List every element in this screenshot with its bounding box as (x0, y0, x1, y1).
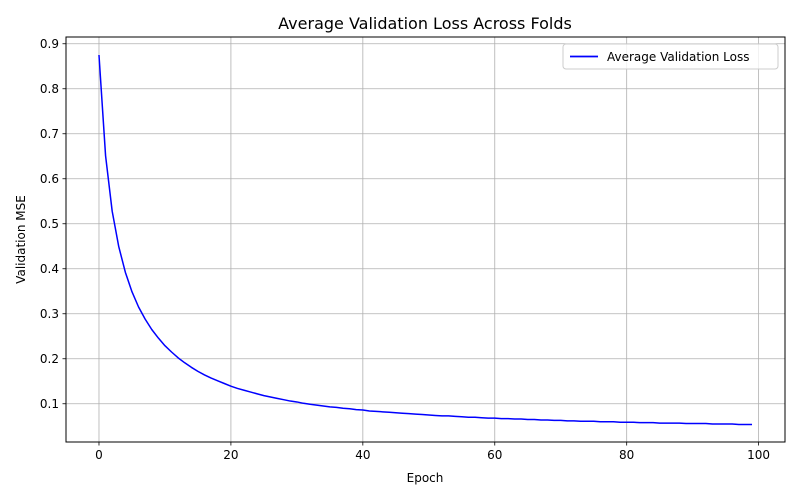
x-tick-label: 100 (747, 448, 770, 462)
y-tick-label: 0.8 (40, 82, 59, 96)
y-tick-label: 0.1 (40, 397, 59, 411)
y-tick-label: 0.6 (40, 172, 59, 186)
y-tick-label: 0.7 (40, 127, 59, 141)
plot-frame (65, 36, 786, 443)
y-axis-label: Validation MSE (14, 195, 28, 284)
y-tick-label: 0.2 (40, 352, 59, 366)
chart-title: Average Validation Loss Across Folds (278, 14, 572, 33)
legend-label: Average Validation Loss (607, 50, 749, 64)
x-axis-ticks: 0 20 40 60 80 100 (95, 442, 770, 462)
grid (66, 37, 785, 442)
y-axis-ticks: 0.1 0.2 0.3 0.4 0.5 0.6 0.7 0.8 0.9 (40, 37, 66, 411)
series-line-0 (98, 54, 753, 426)
x-axis-label: Epoch (407, 471, 444, 485)
series-layer (98, 54, 753, 426)
x-tick-label: 20 (223, 448, 238, 462)
x-tick-label: 40 (355, 448, 370, 462)
legend-box (562, 43, 779, 70)
y-tick-label: 0.3 (40, 307, 59, 321)
y-tick-label: 0.4 (40, 262, 59, 276)
y-tick-label: 0.9 (40, 37, 59, 51)
x-tick-label: 60 (487, 448, 502, 462)
x-tick-label: 0 (95, 448, 103, 462)
y-tick-label: 0.5 (40, 217, 59, 231)
legend: Average Validation Loss (562, 43, 779, 70)
x-tick-label: 80 (619, 448, 634, 462)
